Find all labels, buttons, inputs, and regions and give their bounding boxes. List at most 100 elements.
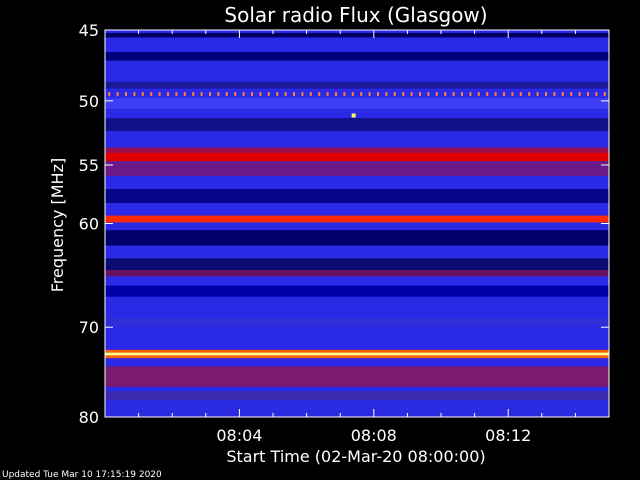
interference-dot: [587, 92, 589, 97]
interference-dot: [435, 92, 438, 97]
interference-dot: [234, 92, 237, 97]
emission-band: [105, 391, 609, 400]
interference-dot: [385, 92, 388, 97]
interference-dot: [494, 92, 497, 97]
emission-band: [105, 317, 609, 326]
emission-band: [105, 81, 609, 89]
interference-dot: [183, 92, 186, 97]
interference-dot: [335, 92, 337, 97]
emission-band: [105, 352, 609, 356]
interference-dot: [536, 92, 539, 97]
interference-dot: [133, 92, 136, 97]
interference-dots: [108, 92, 606, 97]
interference-dot: [301, 92, 304, 97]
emission-band: [105, 230, 609, 246]
interference-dot: [259, 92, 262, 97]
interference-dot: [595, 92, 598, 97]
x-tick-label: 08:04: [216, 426, 262, 445]
interference-dot: [561, 92, 564, 97]
interference-dot: [284, 92, 287, 97]
y-tick-label: 55: [79, 156, 99, 175]
interference-dot: [343, 92, 346, 97]
interference-dot: [116, 92, 119, 97]
plot-area: [104, 29, 610, 418]
interference-dot: [503, 92, 505, 97]
y-tick-label: 45: [79, 21, 99, 40]
interference-dot: [217, 92, 220, 97]
interference-dot: [511, 92, 514, 97]
interference-dot: [293, 92, 295, 97]
interference-dot: [360, 92, 363, 97]
interference-dot: [570, 92, 573, 97]
interference-dot: [141, 92, 144, 97]
interference-dot: [192, 92, 195, 97]
interference-dot: [368, 92, 371, 97]
interference-dot: [452, 92, 455, 97]
y-axis-label: Frequency [MHz]: [48, 158, 67, 292]
interference-dot: [158, 92, 161, 97]
interference-dot: [427, 92, 430, 97]
interference-dot: [545, 92, 547, 97]
interference-dot: [326, 92, 329, 97]
interference-dot: [251, 92, 253, 97]
interference-dot: [267, 92, 270, 97]
emission-band: [105, 366, 609, 387]
updated-timestamp: Updated Tue Mar 10 17:15:19 2020: [2, 470, 162, 480]
interference-dot: [519, 92, 522, 97]
interference-dot: [167, 92, 169, 97]
interference-dot: [461, 92, 463, 97]
interference-dot: [225, 92, 228, 97]
interference-dot: [309, 92, 312, 97]
emission-band: [105, 98, 609, 109]
interference-dot: [276, 92, 279, 97]
x-axis: 08:04 08:08 08:12: [104, 30, 610, 445]
interference-dot: [150, 92, 153, 97]
interference-dot: [486, 92, 489, 97]
x-tick-label: 08:08: [351, 426, 397, 445]
y-axis: 45 50 55 60 70 80: [79, 21, 609, 427]
interference-dot: [318, 92, 321, 97]
interference-dot: [393, 92, 396, 97]
emission-band: [105, 215, 609, 223]
interference-dot: [410, 92, 413, 97]
x-axis-label: Start Time (02-Mar-20 08:00:00): [226, 447, 485, 466]
emission-band: [105, 404, 609, 417]
emission-band: [105, 118, 609, 132]
interference-dot: [125, 92, 127, 97]
interference-dot: [603, 92, 606, 97]
emission-band: [105, 152, 609, 162]
emission-band: [105, 188, 609, 204]
interference-dot: [200, 92, 203, 97]
y-tick-label: 80: [79, 408, 99, 427]
emission-band: [105, 32, 609, 38]
interference-dot: [209, 92, 211, 97]
interference-dot: [402, 92, 405, 97]
y-tick-label: 50: [79, 92, 99, 111]
x-tick-label: 08:12: [485, 426, 531, 445]
interference-dot: [175, 92, 178, 97]
emission-band: [105, 270, 609, 277]
emission-band: [105, 147, 609, 153]
interference-dot: [553, 92, 556, 97]
interference-dot: [419, 92, 421, 97]
emission-band: [105, 161, 609, 176]
interference-dot: [528, 92, 531, 97]
interference-dot: [351, 92, 354, 97]
emission-band: [105, 258, 609, 271]
interference-dot: [242, 92, 245, 97]
interference-dot: [469, 92, 472, 97]
interference-dot: [377, 92, 379, 97]
emission-band: [105, 285, 609, 297]
emission-band: [105, 355, 609, 359]
interference-dot: [444, 92, 447, 97]
chart-title: Solar radio Flux (Glasgow): [224, 3, 487, 27]
interference-dot: [108, 92, 111, 97]
y-tick-label: 60: [79, 215, 99, 234]
emission-band: [105, 349, 609, 353]
emission-bands: [105, 32, 609, 417]
emission-band: [105, 52, 609, 61]
y-tick-label: 70: [79, 318, 99, 337]
burst-spike: [351, 113, 356, 118]
interference-dot: [477, 92, 480, 97]
